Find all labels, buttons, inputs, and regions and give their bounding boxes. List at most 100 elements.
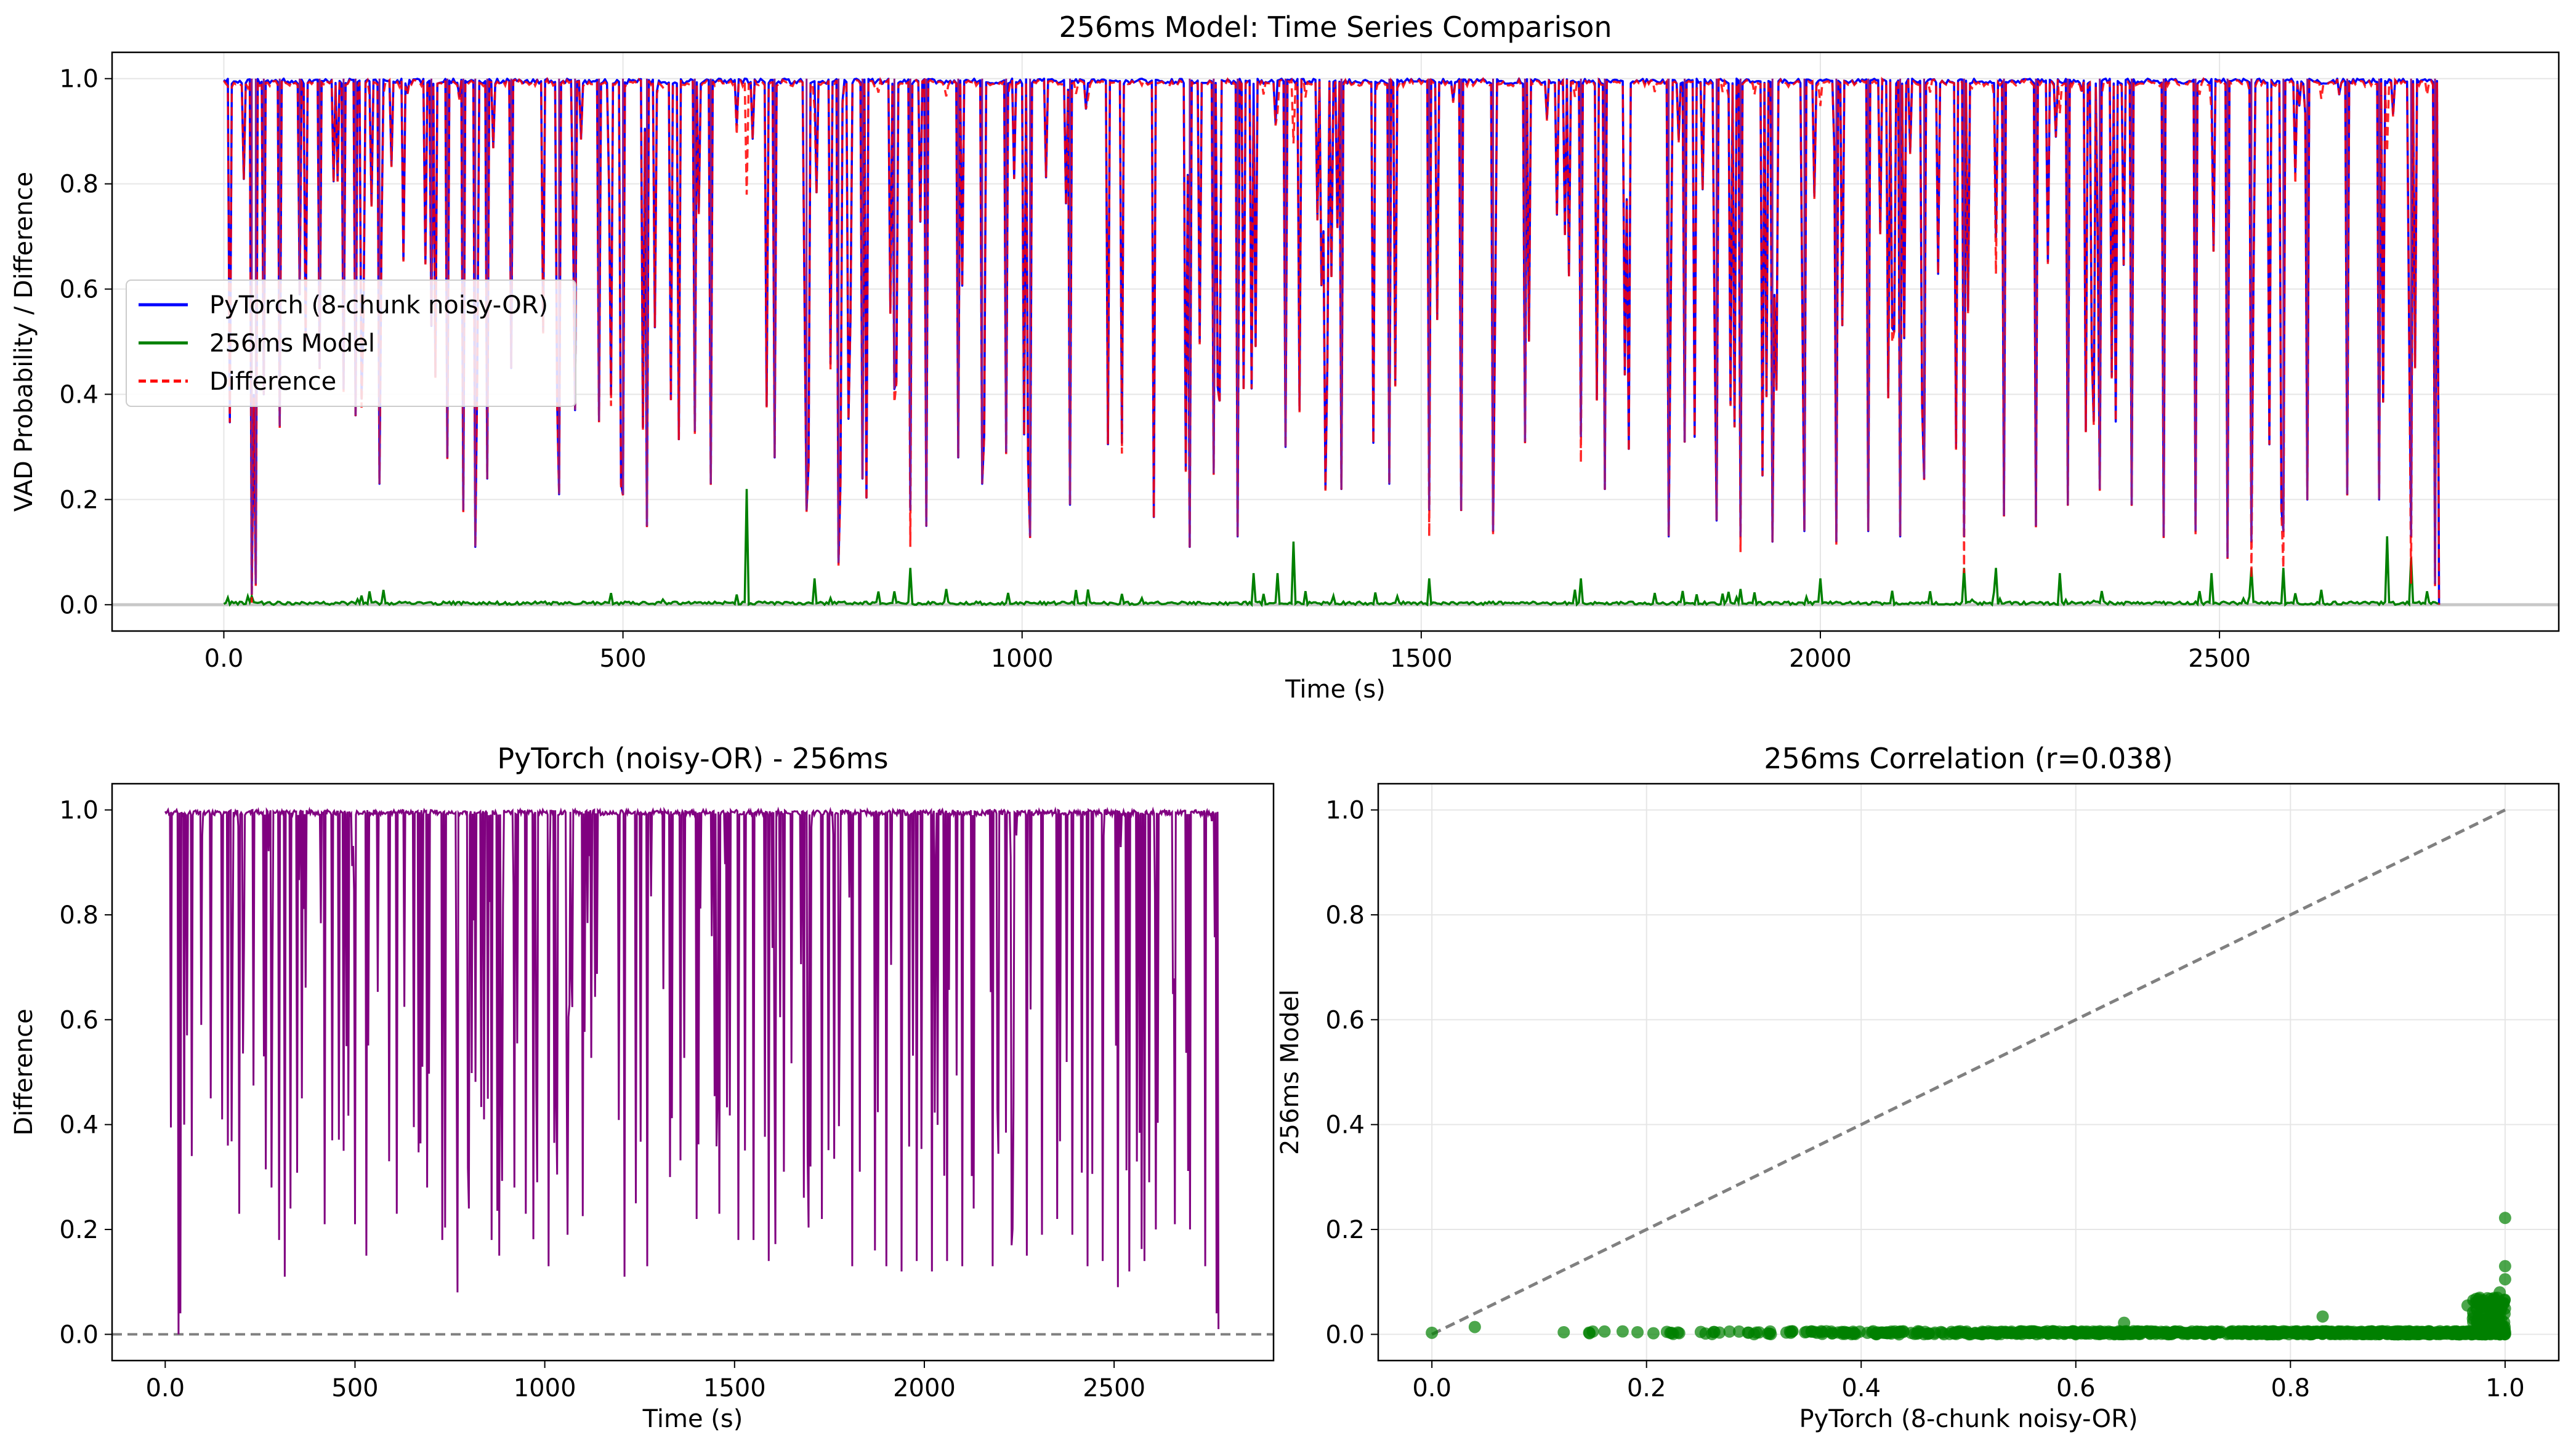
scatter-point xyxy=(2498,1260,2511,1273)
y-tick-label: 0.6 xyxy=(59,276,99,304)
legend-label: PyTorch (8-chunk noisy-OR) xyxy=(209,291,548,320)
plot-panel-2: 0.0 0.2 0.4 0.6 0.8 1.0 0.0 0.2 0.4 0.6 0.8 1.0 256m… xyxy=(1276,742,2560,1433)
scatter-point xyxy=(2160,1325,2173,1338)
scatter-point xyxy=(1426,1326,1439,1339)
chart-title: 256ms Correlation (r=0.038) xyxy=(1764,742,2173,775)
scatter-point xyxy=(1816,1327,1829,1340)
scatter-point xyxy=(1713,1326,1726,1339)
scatter-point xyxy=(1761,1327,1774,1340)
y-axis-label: 256ms Model xyxy=(1276,989,1304,1155)
scatter-point xyxy=(2147,1325,2160,1338)
scatter-point xyxy=(1977,1326,1990,1339)
x-tick-label: 2500 xyxy=(2188,645,2251,673)
legend: PyTorch (8-chunk noisy-OR) 256ms Model Dif… xyxy=(126,280,576,407)
scatter-point xyxy=(1950,1327,1963,1340)
scatter-point xyxy=(2466,1312,2479,1325)
chart-title: 256ms Model: Time Series Comparison xyxy=(1059,10,1612,44)
scatter-point xyxy=(2136,1325,2149,1338)
scatter-point xyxy=(2118,1327,2131,1340)
scatter-point xyxy=(1647,1327,1660,1340)
scatter-point xyxy=(2198,1327,2211,1340)
y-axis-label: Difference xyxy=(10,1008,38,1135)
series-difference-line xyxy=(164,806,1220,1335)
y-tick-label: 0.2 xyxy=(59,1216,99,1244)
scatter-point xyxy=(1785,1325,1798,1338)
x-axis-label: PyTorch (8-chunk noisy-OR) xyxy=(1799,1405,2138,1433)
x-tick-label: 0.6 xyxy=(2056,1374,2096,1402)
plot-area xyxy=(1426,808,2511,1341)
scatter-point xyxy=(2488,1297,2501,1309)
legend-box xyxy=(126,280,576,407)
plot-panel-0: 0.0 500 1000 1500 2000 2500 0.0 0.2 0.4 0.6 0.8 1.0… xyxy=(10,10,2560,704)
scatter-point xyxy=(2069,1326,2081,1339)
scatter-point xyxy=(2243,1326,2256,1339)
scatter-point xyxy=(2030,1325,2043,1338)
scatter-point xyxy=(1838,1325,1851,1338)
y-tick-label: 0.8 xyxy=(1325,901,1365,930)
y-tick-label: 0.4 xyxy=(59,380,99,409)
x-tick-label: 500 xyxy=(331,1374,378,1402)
scatter-point xyxy=(2316,1310,2329,1323)
x-tick-label: 0.4 xyxy=(1841,1374,1881,1402)
plot-area xyxy=(112,76,2559,608)
axes-frame xyxy=(1377,782,2560,1362)
scatter-point xyxy=(1598,1325,1611,1338)
y-tick-label: 0.4 xyxy=(1325,1111,1365,1140)
legend-label: 256ms Model xyxy=(209,329,375,358)
series-256ms-model-line xyxy=(223,489,2439,608)
scatter-point xyxy=(1671,1326,1684,1339)
plot-area xyxy=(112,806,1274,1336)
scatter-point xyxy=(2493,1286,2506,1299)
scatter-point xyxy=(2272,1327,2285,1340)
scatter-point xyxy=(2391,1325,2404,1338)
y-tick-label: 0.0 xyxy=(59,1321,99,1349)
scatter-point xyxy=(1870,1327,1883,1340)
axes-frame xyxy=(111,782,1275,1362)
scatter-point xyxy=(1631,1325,1644,1338)
scatter-point xyxy=(2014,1325,2027,1338)
x-axis-label: Time (s) xyxy=(642,1405,743,1433)
x-tick-label: 1500 xyxy=(703,1374,766,1402)
x-tick-label: 1.0 xyxy=(2485,1374,2525,1402)
scatter-point xyxy=(1616,1325,1629,1338)
y-tick-label: 0.0 xyxy=(1325,1321,1365,1349)
scatter-point xyxy=(2094,1325,2107,1338)
y-tick-label: 0.8 xyxy=(59,171,99,199)
x-tick-label: 500 xyxy=(599,645,646,673)
scatter-point xyxy=(2118,1316,2131,1329)
x-tick-label: 0.0 xyxy=(145,1374,185,1402)
x-axis-label: Time (s) xyxy=(1285,675,1386,704)
scatter-point xyxy=(1694,1325,1707,1338)
x-tick-label: 0.0 xyxy=(1412,1374,1452,1402)
scatter-point xyxy=(2498,1273,2511,1285)
scatter-point xyxy=(2473,1298,2485,1311)
scatter-point xyxy=(1468,1321,1481,1333)
scatter-point xyxy=(1847,1327,1860,1340)
x-tick-label: 1000 xyxy=(514,1374,576,1402)
scatter-point xyxy=(2365,1325,2378,1338)
scatter-point xyxy=(1557,1325,1570,1338)
y-tick-label: 0.2 xyxy=(59,486,99,514)
y-tick-label: 0.6 xyxy=(1325,1006,1365,1034)
y-axis-label: VAD Probability / Difference xyxy=(10,172,38,512)
scatter-point xyxy=(2336,1325,2349,1338)
scatter-point xyxy=(2482,1307,2495,1320)
x-tick-label: 2000 xyxy=(893,1374,956,1402)
scatter-point xyxy=(2422,1325,2435,1338)
y-tick-label: 1.0 xyxy=(59,797,99,825)
scatter-point xyxy=(1586,1325,1599,1338)
y-tick-label: 0.2 xyxy=(1325,1216,1365,1244)
x-tick-label: 1500 xyxy=(1390,645,1453,673)
y-tick-label: 0.4 xyxy=(59,1111,99,1140)
scatter-point xyxy=(1732,1325,1745,1338)
legend-label: Difference xyxy=(209,368,336,396)
scatter-point xyxy=(1897,1325,1910,1338)
y-tick-label: 0.0 xyxy=(59,591,99,619)
scatter-point xyxy=(2234,1326,2247,1339)
x-tick-label: 2500 xyxy=(1083,1374,1145,1402)
x-tick-label: 0.2 xyxy=(1627,1374,1666,1402)
scatter-point xyxy=(1748,1328,1761,1341)
axes-frame xyxy=(111,51,2560,632)
scatter-point xyxy=(2412,1327,2425,1340)
scatter-point xyxy=(2484,1325,2497,1338)
